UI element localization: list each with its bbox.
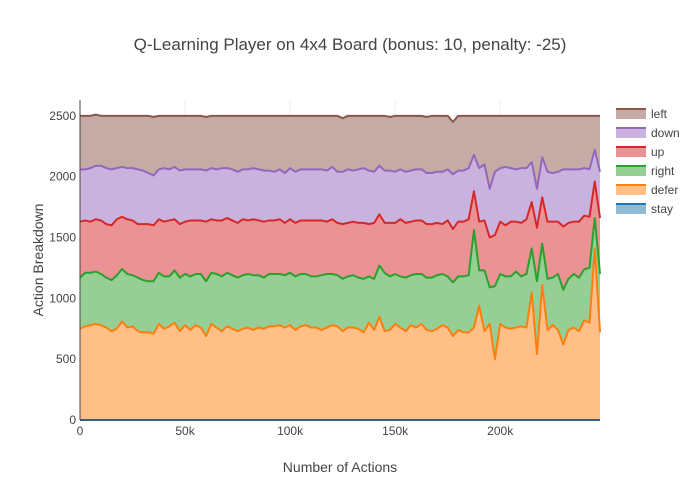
area-layer — [80, 114, 600, 420]
legend-label-stay: stay — [651, 202, 673, 216]
y-tick-label: 2000 — [49, 170, 76, 184]
series-line-left — [80, 113, 600, 123]
area-defer — [80, 248, 600, 420]
x-tick-label: 150k — [382, 424, 409, 438]
area-left — [80, 114, 600, 189]
legend-item-down[interactable]: down — [616, 126, 680, 140]
legend-label-up: up — [651, 145, 665, 159]
legend-label-left: left — [651, 107, 668, 121]
y-tick-label: 1500 — [49, 230, 76, 244]
series-line-right — [79, 217, 601, 291]
legend-item-left[interactable]: left — [616, 107, 668, 121]
legend-swatch-right — [616, 166, 646, 176]
legend: left down up right defer stay — [616, 107, 680, 216]
legend-swatch-left — [616, 109, 646, 119]
x-axis-title: Number of Actions — [283, 459, 397, 475]
legend-item-up[interactable]: up — [616, 145, 665, 159]
y-tick-label: 0 — [69, 413, 76, 427]
legend-swatch-up — [616, 147, 646, 157]
series-line-defer — [79, 247, 601, 361]
legend-item-right[interactable]: right — [616, 164, 675, 178]
legend-item-stay[interactable]: stay — [616, 202, 673, 216]
y-tick-label: 500 — [56, 352, 76, 366]
legend-label-right: right — [651, 164, 675, 178]
y-axis-title: Action Breakdown — [30, 204, 46, 317]
x-tick-label: 0 — [77, 424, 84, 438]
series-line-up — [79, 180, 601, 239]
legend-label-defer: defer — [651, 183, 678, 197]
axis-layer — [79, 100, 600, 421]
x-tick-label: 200k — [487, 424, 514, 438]
legend-swatch-down — [616, 128, 646, 138]
y-tick-label: 2500 — [49, 109, 76, 123]
area-right — [80, 218, 600, 360]
legend-swatch-stay — [616, 204, 646, 214]
x-tick-label: 50k — [175, 424, 195, 438]
x-tick-label: 100k — [277, 424, 304, 438]
tick-layer: 0 500 1000 1500 2000 2500 0 50k 100k 150k 200k — [49, 109, 514, 438]
series-line-down — [80, 148, 601, 190]
legend-label-down: down — [651, 126, 680, 140]
chart-title: Q-Learning Player on 4x4 Board (bonus: 1… — [134, 35, 567, 54]
legend-item-defer[interactable]: defer — [616, 183, 678, 197]
legend-swatch-defer — [616, 185, 646, 195]
y-tick-label: 1000 — [49, 291, 76, 305]
area-down — [80, 149, 600, 238]
